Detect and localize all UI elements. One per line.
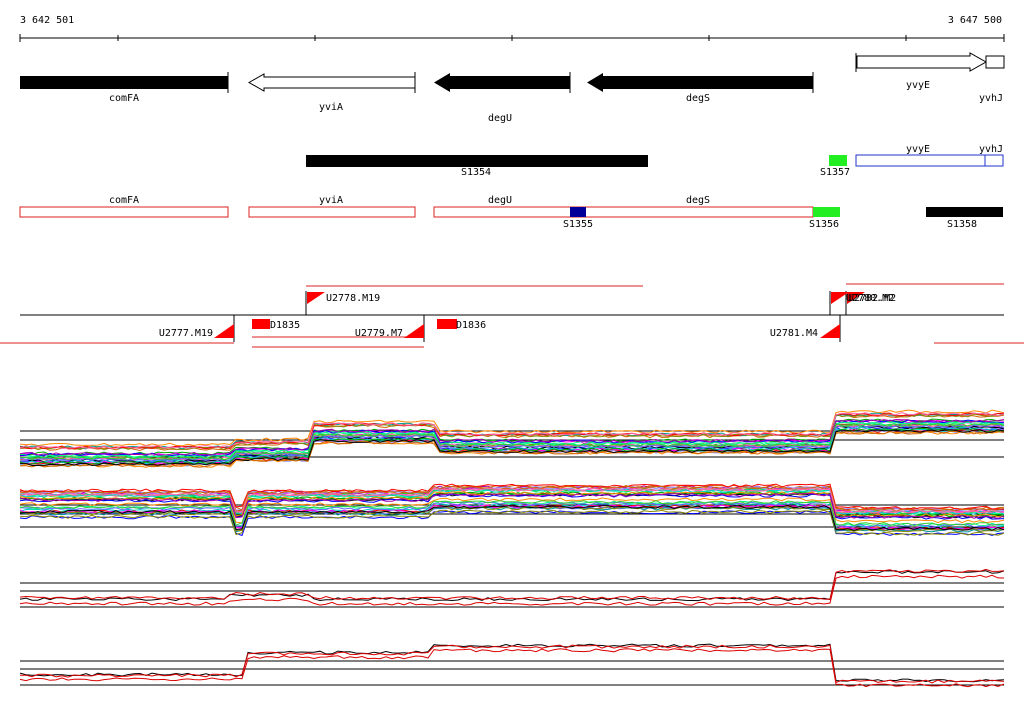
feature-label-u2778-m19: U2778.M19	[326, 293, 380, 304]
profile-line	[19, 492, 1005, 519]
gene-label-comfa: comFA	[109, 93, 139, 104]
profile-line	[19, 427, 1005, 465]
expression-panel-4	[19, 643, 1005, 688]
ruler-end-label: 3 647 500	[948, 15, 1002, 26]
upshift-overlap[interactable]: U2780.M2 U2782.M2	[831, 292, 896, 304]
segment-s1354[interactable]: S1354	[306, 155, 648, 178]
gene-yvye[interactable]: yvyE	[855, 52, 988, 91]
gene-yvhj[interactable]: yvhJ	[979, 55, 1005, 104]
feature-label-overlap: U2780.M2	[846, 293, 894, 304]
profile-line	[19, 418, 1005, 456]
feature-label-u2781-m4: U2781.M4	[770, 328, 818, 339]
feature-label-d1836: D1836	[456, 320, 486, 331]
panel-2-profiles	[19, 483, 1005, 537]
profile-line	[20, 429, 1005, 467]
segment-label-s1356: S1356	[809, 219, 839, 230]
profile-line	[19, 644, 1005, 684]
feature-label-d1835: D1835	[270, 320, 300, 331]
marker-d1835[interactable]: D1835	[252, 319, 300, 331]
profile-line	[19, 509, 1005, 536]
profile-line	[19, 643, 1005, 683]
panel-3-profiles	[19, 568, 1005, 606]
feature-track: U2778.M19 U2777.M19 D1835 U2779.M7 D1836…	[0, 283, 1024, 348]
marker-d1836[interactable]: D1836	[437, 319, 486, 331]
operon-label-yvye: yvyE	[906, 144, 930, 155]
downshift-u2777-m19[interactable]: U2777.M19	[159, 324, 234, 339]
profile-line	[19, 412, 1005, 450]
gene-label-degs: degS	[686, 93, 710, 104]
profile-line	[19, 413, 1005, 451]
transcript-label-degs: degS	[686, 195, 710, 206]
transcript-label-comfa: comFA	[109, 195, 139, 206]
profile-line	[19, 574, 1005, 606]
segment-label-s1354: S1354	[461, 167, 491, 178]
panel-1-profiles	[19, 409, 1005, 468]
profile-line	[19, 570, 1005, 602]
expression-panel-1	[19, 409, 1005, 468]
gene-track: comFA yviA degU degS yvyE yvhJ	[20, 52, 1005, 124]
expression-panel-3	[19, 568, 1005, 608]
gene-degu[interactable]: degU	[434, 72, 571, 124]
profile-line	[19, 424, 1005, 462]
transcript-degu-degs[interactable]: degU degS	[433, 195, 814, 218]
profile-line	[19, 491, 1005, 518]
gene-label-yvye: yvyE	[906, 80, 930, 91]
profile-line	[19, 412, 1005, 450]
segment-track-upper: S1354 S1357 yvyE yvhJ	[306, 144, 1004, 178]
transcript-track: comFA yviA degU degS S1355 S1356 S1358	[19, 195, 1003, 230]
operon-label-yvhj: yvhJ	[979, 144, 1003, 155]
feature-label-overlap-2: U2782.M2	[848, 293, 896, 304]
transcript-yvia[interactable]: yviA	[248, 195, 416, 218]
ruler-start-label: 3 642 501	[20, 15, 74, 26]
segment-label-s1357: S1357	[820, 167, 850, 178]
expression-panel-2	[19, 483, 1005, 537]
coordinate-ruler: 3 642 501 3 647 500	[19, 15, 1005, 42]
profile-line	[19, 506, 1005, 533]
profile-line	[19, 483, 1005, 510]
profile-line	[19, 568, 1005, 600]
profile-line	[19, 497, 1005, 524]
segment-label-s1355: S1355	[563, 219, 593, 230]
transcript-label-degu: degU	[488, 195, 512, 206]
segment-s1357[interactable]: S1357	[820, 155, 850, 178]
profile-line	[19, 500, 1004, 527]
segment-s1358[interactable]: S1358	[926, 207, 1003, 230]
gene-label-yvia: yviA	[319, 102, 343, 113]
transcript-comfa[interactable]: comFA	[19, 195, 229, 218]
operon-yvye-yvhj[interactable]: yvyE yvhJ	[855, 144, 1004, 167]
profile-line	[19, 504, 1005, 531]
downshift-u2781-m4[interactable]: U2781.M4	[770, 324, 840, 339]
gene-label-yvhj: yvhJ	[979, 93, 1003, 104]
segment-s1355[interactable]: S1355	[563, 207, 593, 230]
downshift-u2779-m7[interactable]: U2779.M7	[355, 324, 424, 339]
panel-4-profiles	[19, 643, 1005, 688]
gene-degs[interactable]: degS	[587, 72, 814, 104]
profile-line	[19, 648, 1005, 688]
gene-comfa[interactable]: comFA	[20, 72, 229, 104]
segment-label-s1358: S1358	[947, 219, 977, 230]
transcript-label-yvia: yviA	[319, 195, 343, 206]
feature-label-u2779-m7: U2779.M7	[355, 328, 403, 339]
upshift-u2778-m19[interactable]: U2778.M19	[307, 292, 380, 304]
profile-line	[19, 487, 1005, 514]
profile-line	[19, 423, 1005, 461]
segment-s1356[interactable]: S1356	[809, 207, 840, 230]
feature-label-u2777-m19: U2777.M19	[159, 328, 213, 339]
gene-label-degu: degU	[488, 113, 512, 124]
gene-yvia[interactable]: yviA	[247, 72, 416, 113]
